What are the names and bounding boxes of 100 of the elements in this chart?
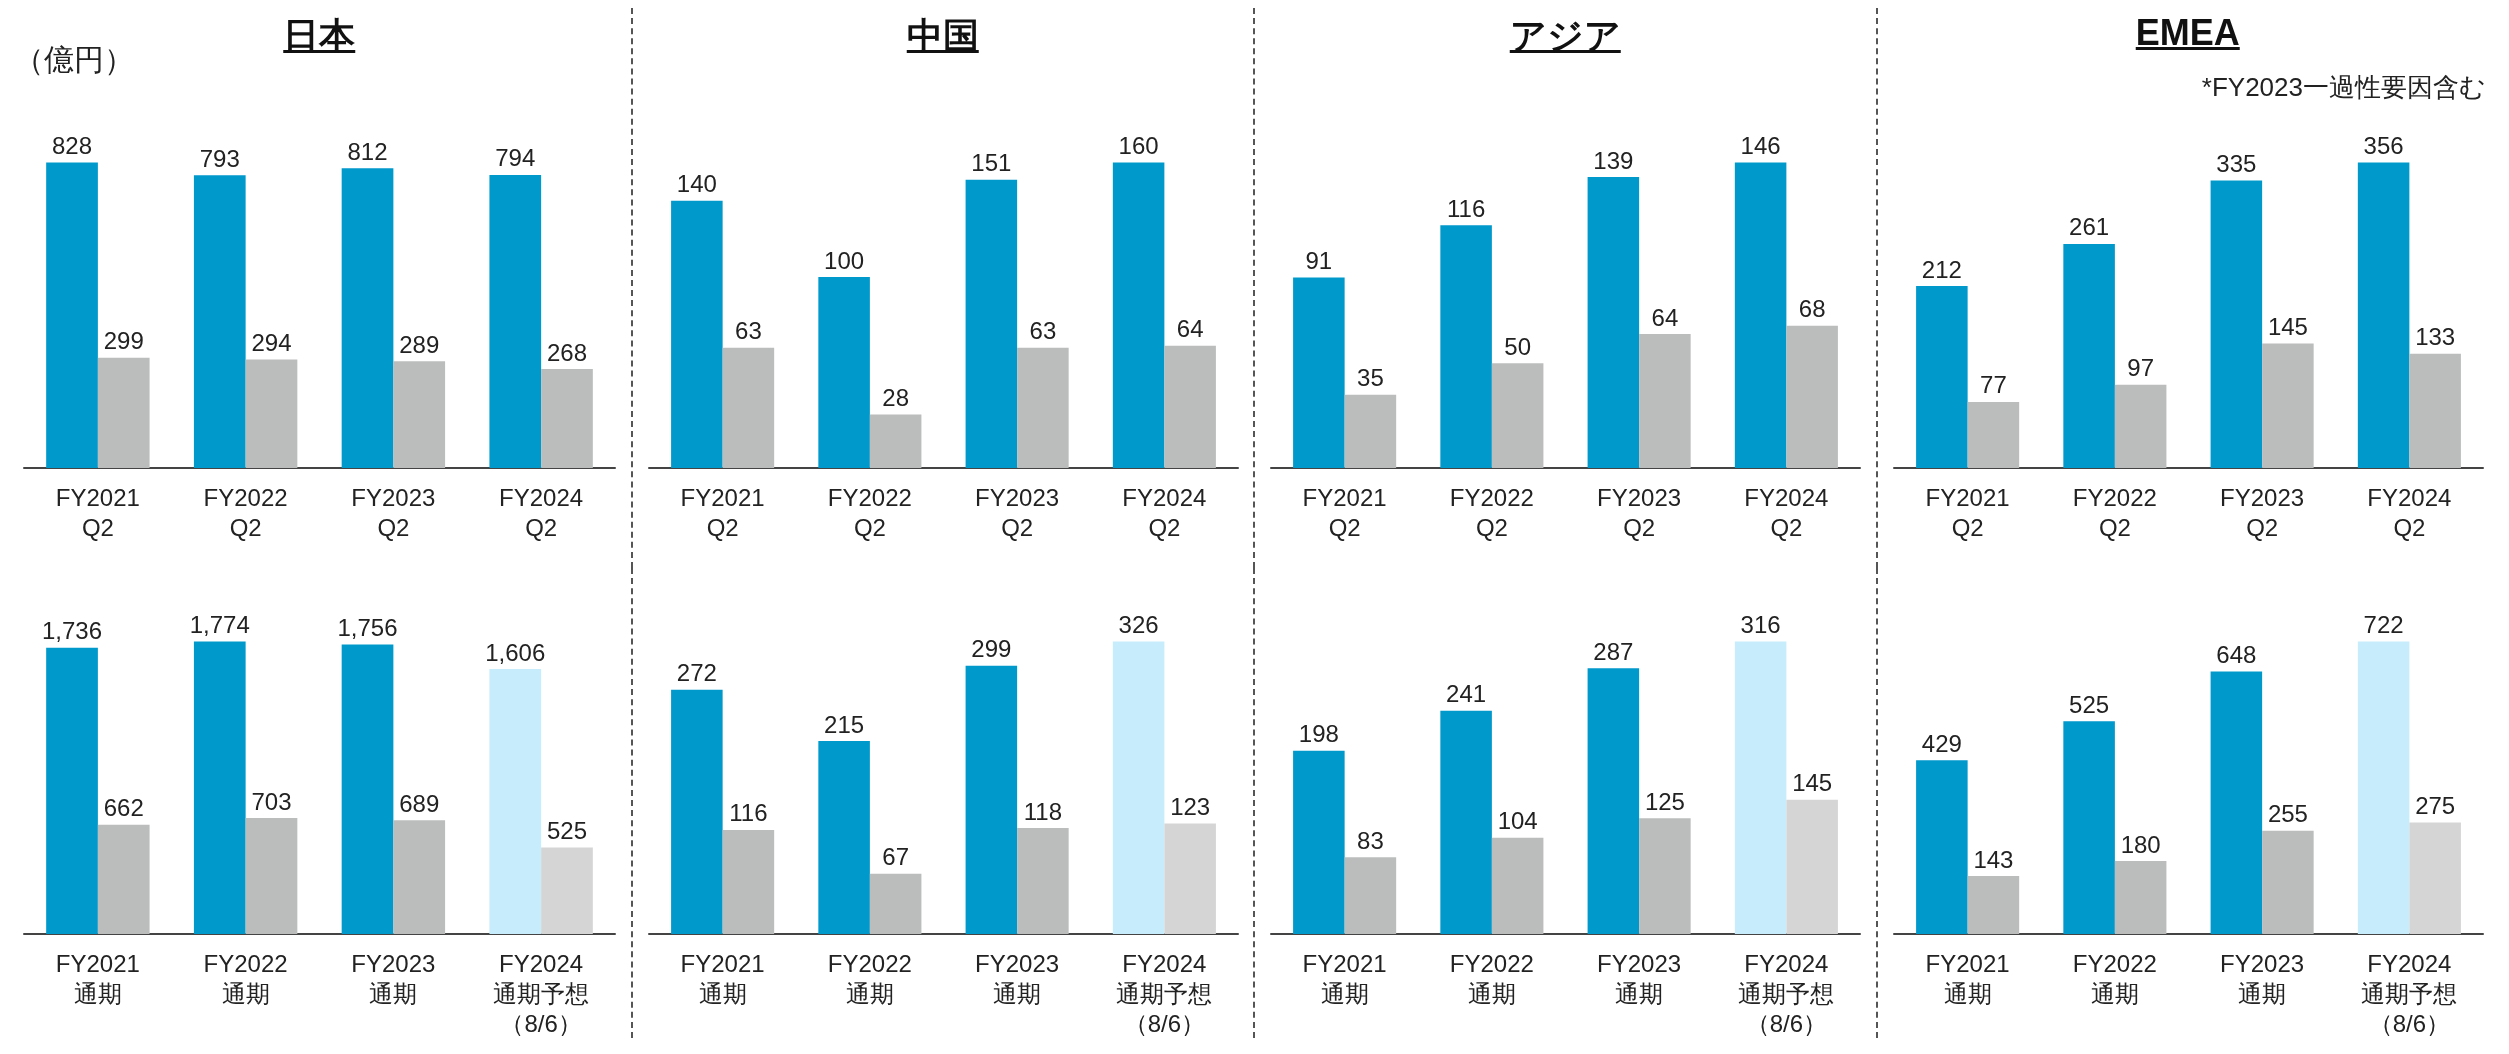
bar (1587, 177, 1640, 468)
bar (1915, 760, 1968, 934)
bar (1293, 750, 1345, 934)
data-label: 272 (676, 659, 717, 687)
data-label: 212 (1921, 255, 1962, 283)
data-label: 261 (2068, 213, 2109, 241)
bar (1016, 828, 1069, 934)
x-tick-label: FY2023 Q2 (974, 483, 1059, 541)
data-label: 91 (1305, 247, 1333, 275)
bar (2408, 353, 2461, 468)
x-tick-label: FY2022 通期 (827, 949, 912, 1007)
bar (97, 357, 150, 468)
bar (817, 277, 870, 468)
data-label: 335 (2215, 149, 2256, 177)
data-label: 63 (734, 317, 762, 345)
x-tick-label: FY2022 Q2 (1449, 483, 1534, 541)
data-label: 198 (1298, 720, 1339, 748)
bar (2062, 721, 2115, 934)
data-label: 294 (251, 329, 292, 357)
bar (1915, 286, 1968, 468)
data-label: 118 (1023, 797, 1062, 825)
data-label: 268 (546, 338, 587, 366)
bar (670, 689, 723, 934)
x-tick-label: FY2021 Q2 (1925, 483, 2010, 541)
bar (1016, 347, 1069, 468)
data-label: 116 (1446, 194, 1486, 222)
x-tick-label: FY2021 通期 (680, 949, 765, 1007)
data-label: 67 (881, 843, 909, 871)
x-tick-label: FY2023 通期 (1597, 949, 1682, 1007)
data-label: 143 (1972, 845, 2013, 873)
data-label: 648 (2215, 640, 2256, 668)
data-label: 180 (2120, 830, 2161, 858)
bar (2408, 822, 2461, 934)
bar (1112, 162, 1164, 468)
bar (2114, 861, 2166, 934)
x-tick-label: FY2023 Q2 (1597, 483, 1682, 541)
bar (2062, 243, 2115, 468)
data-label: 50 (1504, 332, 1531, 360)
bar (341, 644, 394, 934)
bar (1491, 837, 1544, 934)
data-label: 525 (2068, 690, 2109, 718)
bar (670, 200, 723, 468)
bar (2357, 162, 2409, 468)
data-label: 241 (1446, 680, 1487, 708)
bar (1967, 876, 2019, 934)
bar (1786, 799, 1838, 934)
data-label: 1,774 (189, 610, 250, 638)
x-tick-label: FY2024 通期予想（8/6） (2360, 949, 2457, 1037)
data-label: 97 (2126, 354, 2154, 382)
x-tick-label: FY2024 Q2 (499, 483, 584, 541)
x-tick-label: FY2021 通期 (55, 949, 140, 1007)
bar (1163, 345, 1216, 468)
bar (965, 665, 1017, 934)
data-label: 133 (2414, 323, 2455, 351)
x-tick-label: FY2023 通期 (351, 949, 436, 1007)
data-label: 123 (1169, 793, 1210, 821)
bar (541, 847, 593, 934)
bar (869, 414, 921, 468)
bar (2114, 384, 2166, 468)
data-label: 356 (2363, 131, 2404, 159)
data-label: 1,606 (485, 638, 546, 666)
x-tick-label: FY2022 Q2 (203, 483, 288, 541)
x-tick-label: FY2021 Q2 (680, 483, 765, 541)
data-label: 316 (1740, 610, 1781, 638)
bar (393, 361, 446, 468)
data-label: 125 (1644, 787, 1685, 815)
x-tick-label: FY2022 Q2 (827, 483, 912, 541)
data-label: 289 (399, 330, 440, 358)
bar (46, 647, 98, 934)
bar (817, 741, 870, 934)
data-label: 116 (728, 799, 768, 827)
data-label: 689 (399, 789, 440, 817)
bar (193, 641, 246, 934)
chart-title: EMEA (2134, 11, 2241, 54)
data-label: 104 (1497, 807, 1538, 835)
data-label: 139 (1593, 146, 1634, 174)
bar (245, 818, 298, 934)
bar (1293, 277, 1345, 468)
bar (1734, 162, 1787, 468)
x-tick-label: FY2022 通期 (1449, 949, 1534, 1007)
data-label: 160 (1118, 131, 1159, 159)
data-label: 100 (823, 246, 864, 274)
data-label: 429 (1921, 729, 1962, 757)
data-label: 140 (676, 170, 717, 198)
bar (1587, 668, 1640, 934)
data-label: 794 (495, 144, 536, 172)
data-label: 146 (1740, 131, 1781, 159)
bar (541, 369, 593, 468)
bar (393, 820, 446, 934)
chart-title: 中国 (905, 14, 980, 58)
bar (2210, 671, 2262, 934)
data-label: 83 (1357, 826, 1384, 854)
bar (722, 829, 774, 934)
bar (965, 179, 1017, 468)
bar (1440, 225, 1492, 468)
x-tick-label: FY2024 Q2 (1121, 483, 1206, 541)
data-label: 215 (823, 710, 864, 738)
data-label: 722 (2363, 610, 2404, 638)
x-tick-label: FY2023 通期 (2219, 949, 2304, 1007)
bar (2261, 343, 2314, 468)
